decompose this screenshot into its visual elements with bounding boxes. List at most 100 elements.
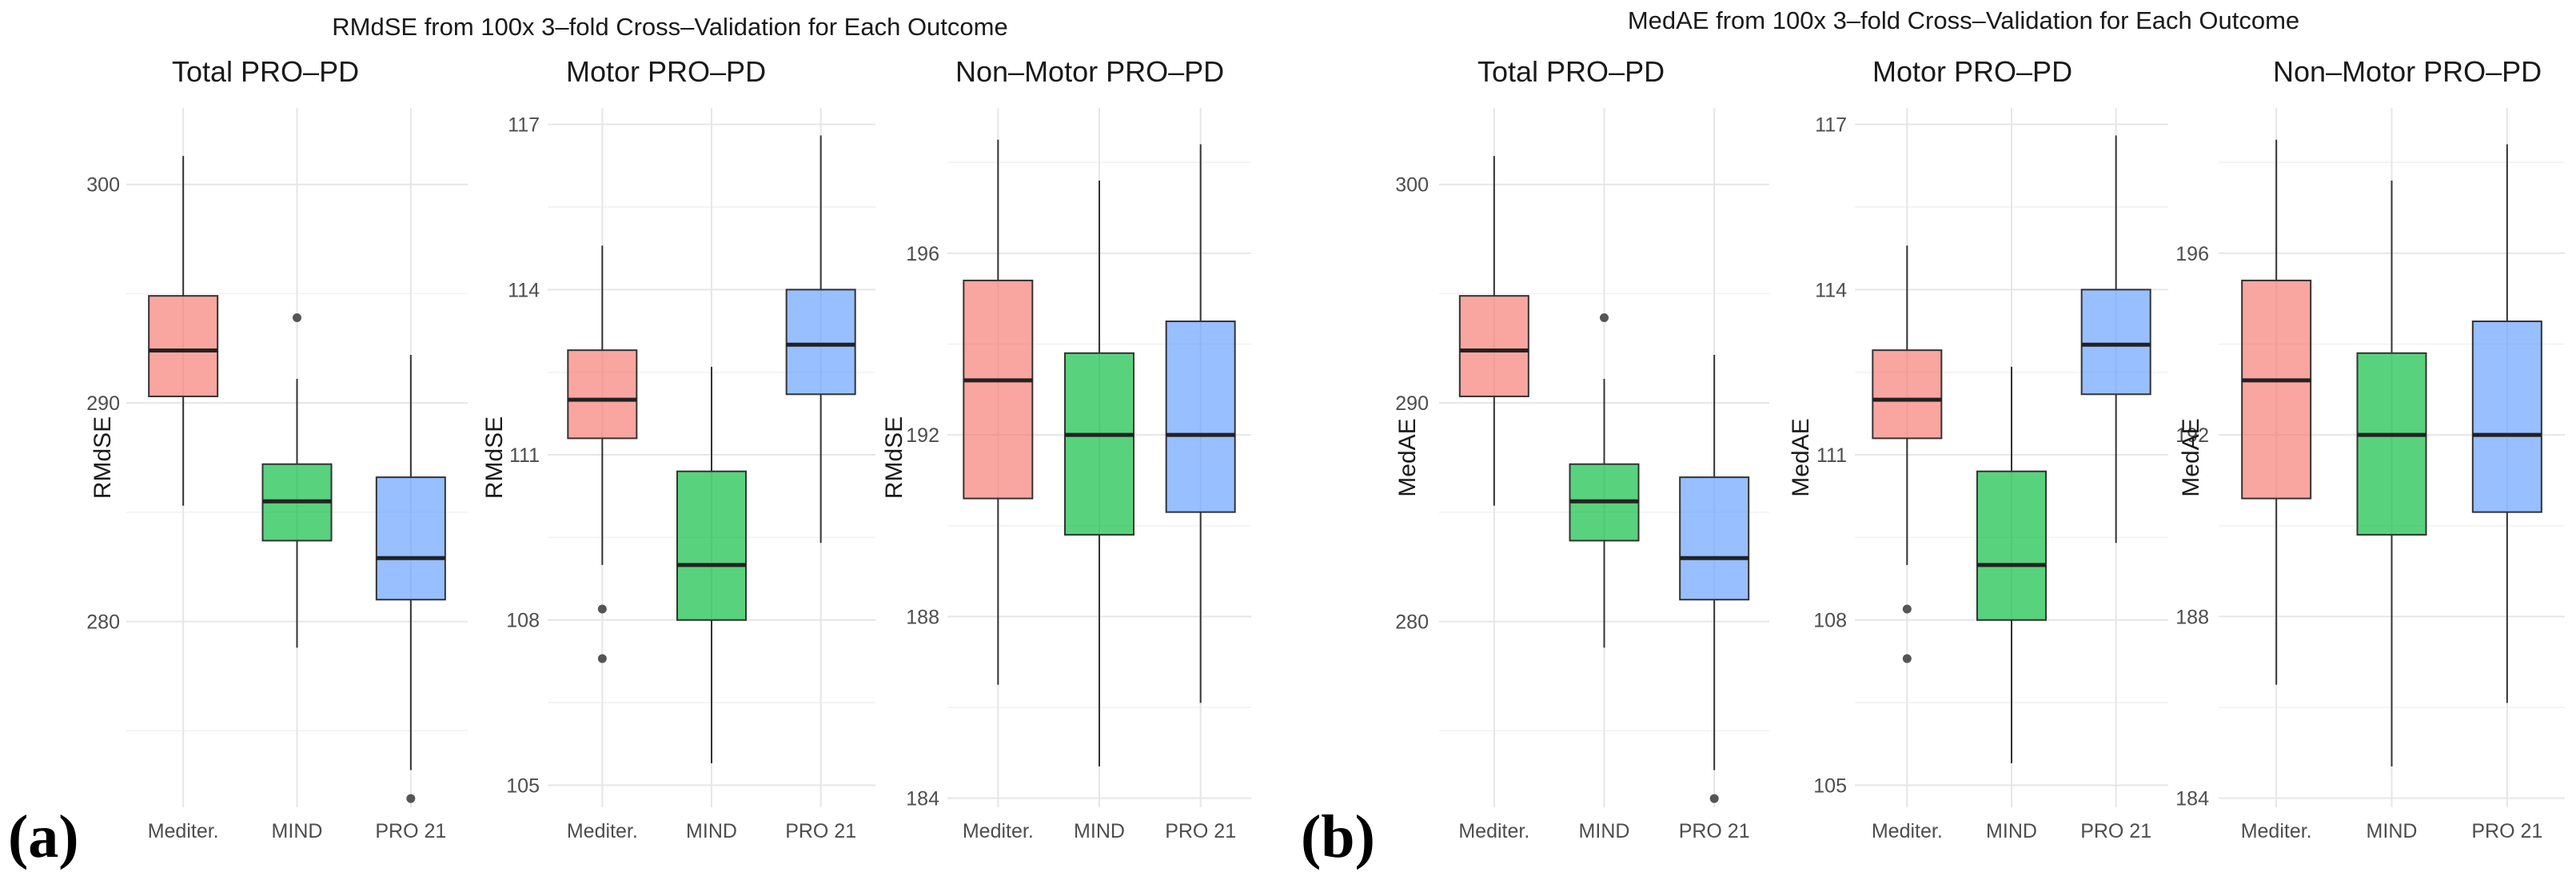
outlier-point: [597, 604, 607, 614]
iqr-box: [148, 295, 219, 397]
outlier-point: [1600, 313, 1609, 322]
y-tick-label: 184: [2175, 788, 2209, 810]
panel-title: Non–Motor PRO–PD: [2273, 55, 2542, 88]
box-pro-21: [785, 135, 856, 544]
y-tick-label: 196: [906, 243, 939, 265]
y-tick-label: 108: [506, 610, 540, 632]
y-tick-label: 114: [1815, 279, 1847, 301]
y-tick-label: 114: [508, 279, 540, 301]
outlier-point: [406, 794, 416, 803]
figure-a-label: (a): [8, 803, 79, 870]
y-axis-label: MedAE: [1394, 418, 1421, 496]
outlier-point: [597, 654, 607, 663]
panel-3: 184 188 192 196 Non–Motor PRO–PD RMdSE Mediter…: [881, 55, 1251, 842]
x-tick-label: PRO 21: [785, 820, 856, 842]
y-tick-label: 184: [906, 788, 939, 810]
panels: 280 290 300 Total PRO–PD RMdSE Mediter. MIND PR…: [86, 55, 2565, 842]
iqr-box: [1064, 352, 1134, 536]
y-axis-label: RMdSE: [90, 416, 116, 499]
y-tick-label: 188: [906, 606, 939, 628]
box-mediter: [567, 245, 638, 663]
box-mind: [261, 313, 333, 648]
x-tick-label: MIND: [272, 820, 323, 842]
box-pro-21: [1165, 144, 1236, 703]
y-tick-label: 105: [506, 774, 540, 797]
y-axis-label: RMdSE: [881, 416, 907, 499]
y-axis-label: MedAE: [2178, 418, 2204, 496]
iqr-box: [2356, 352, 2427, 536]
x-tick-label: Mediter.: [1458, 820, 1529, 842]
y-tick-label: 111: [509, 444, 540, 467]
outlier-point: [293, 313, 301, 322]
y-tick-label: 111: [1816, 444, 1847, 467]
x-tick-label: PRO 21: [2080, 820, 2151, 842]
x-tick-label: MIND: [1074, 820, 1125, 842]
box-mediter: [1872, 245, 1943, 663]
y-tick-label: 105: [1813, 774, 1847, 797]
x-tick-label: PRO 21: [375, 820, 446, 842]
y-tick-label: 188: [2175, 606, 2209, 628]
y-tick-label: 280: [1395, 611, 1429, 634]
panel-title: Non–Motor PRO–PD: [955, 55, 1224, 88]
box-mind: [1569, 313, 1640, 648]
box-mediter: [148, 156, 219, 506]
iqr-box: [1976, 470, 2047, 621]
y-axis-label: MedAE: [1788, 418, 1814, 496]
iqr-box: [375, 476, 446, 601]
box-mediter: [2241, 139, 2312, 685]
y-tick-label: 117: [508, 114, 540, 137]
box-pro-21: [2471, 144, 2542, 703]
x-tick-label: MIND: [2367, 820, 2418, 842]
box-pro-21: [375, 354, 446, 803]
panel-title: Total PRO–PD: [1477, 55, 1665, 88]
panel-title: Motor PRO–PD: [566, 55, 766, 88]
iqr-box: [1679, 476, 1750, 601]
iqr-box: [2471, 321, 2542, 513]
figure-b-label: (b): [1301, 803, 1375, 870]
box-mediter: [963, 139, 1034, 685]
y-axis-label: RMdSE: [481, 416, 508, 499]
iqr-box: [676, 470, 747, 621]
box-mind: [1064, 180, 1134, 767]
iqr-box: [1872, 349, 1943, 440]
figure-titles: RMdSE from 100x 3–fold Cross–Validation …: [8, 6, 2299, 870]
x-tick-label: Mediter.: [963, 820, 1034, 842]
iqr-box: [785, 289, 856, 396]
iqr-box: [963, 279, 1034, 500]
outlier-point: [1709, 794, 1719, 803]
iqr-box: [1165, 321, 1236, 513]
x-tick-label: MIND: [686, 820, 737, 842]
x-tick-label: Mediter.: [1872, 820, 1943, 842]
y-tick-label: 300: [86, 174, 120, 197]
iqr-box: [2080, 289, 2151, 396]
panel-2: 105 108 111 114 117 Motor PRO–PD RMdSE Mediter.…: [481, 55, 875, 842]
y-tick-label: 290: [1395, 392, 1429, 415]
box-pro-21: [2080, 135, 2151, 544]
x-tick-label: MIND: [1579, 820, 1630, 842]
y-tick-label: 196: [2175, 243, 2209, 265]
box-mediter: [1458, 156, 1529, 506]
y-tick-label: 192: [2175, 424, 2209, 447]
panel-title: Motor PRO–PD: [1872, 55, 2072, 88]
figure-a-title: RMdSE from 100x 3–fold Cross–Validation …: [332, 13, 1007, 41]
y-tick-label: 280: [86, 611, 120, 634]
y-tick-label: 192: [906, 424, 939, 447]
y-tick-label: 117: [1815, 114, 1847, 137]
box-mind: [676, 366, 747, 763]
x-tick-label: PRO 21: [1165, 820, 1236, 842]
x-tick-label: PRO 21: [2471, 820, 2542, 842]
x-tick-label: PRO 21: [1679, 820, 1750, 842]
y-tick-label: 108: [1813, 610, 1847, 632]
x-tick-label: Mediter.: [148, 820, 219, 842]
iqr-box: [1458, 295, 1529, 397]
figure-b-title: MedAE from 100x 3–fold Cross–Validation …: [1628, 6, 2299, 34]
box-pro-21: [1679, 354, 1750, 803]
y-tick-label: 300: [1395, 174, 1429, 197]
iqr-box: [2241, 279, 2312, 500]
outlier-point: [1902, 604, 1912, 614]
panel-title: Total PRO–PD: [172, 55, 359, 88]
y-tick-label: 290: [86, 392, 120, 415]
x-tick-label: Mediter.: [2241, 820, 2312, 842]
box-mind: [1976, 366, 2047, 763]
